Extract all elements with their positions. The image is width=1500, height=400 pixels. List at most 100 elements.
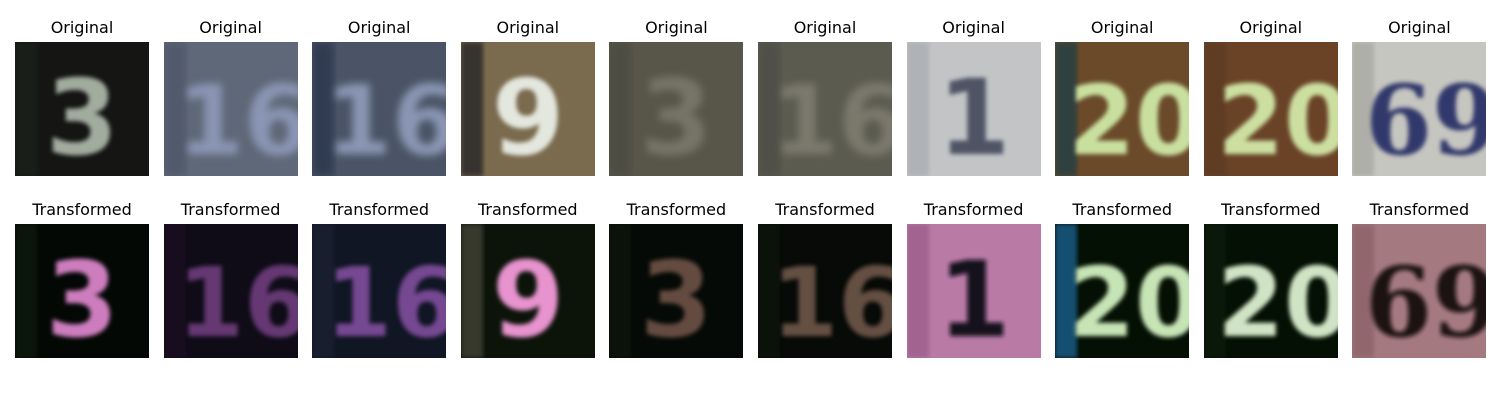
panel-title: Original bbox=[942, 18, 1005, 37]
image-shadow-band bbox=[1055, 42, 1078, 176]
digit-glyph: 9 bbox=[492, 57, 564, 176]
image-background bbox=[460, 42, 595, 176]
panel-title: Transformed bbox=[180, 200, 281, 219]
image-shadow-band bbox=[1352, 42, 1375, 176]
image-background bbox=[163, 42, 298, 176]
image-background bbox=[15, 42, 149, 176]
digit-image: 20 bbox=[1055, 42, 1190, 176]
image-background bbox=[312, 224, 447, 358]
image-shadow-band bbox=[758, 42, 780, 176]
digit-glyph: 1 bbox=[937, 57, 1009, 176]
image-background bbox=[906, 224, 1041, 358]
image-shadow-band bbox=[609, 224, 632, 358]
image-shadow-band bbox=[609, 42, 632, 176]
image-background bbox=[460, 224, 595, 358]
digit-image-svg: 16 bbox=[312, 42, 447, 176]
panel-title: Original bbox=[496, 18, 560, 37]
panel-title: Transformed bbox=[775, 200, 875, 219]
digit-image: 16 bbox=[312, 42, 447, 176]
panel-title: Transformed bbox=[478, 200, 578, 219]
digit-image-svg: 9 bbox=[460, 224, 595, 358]
digit-image-svg: 16 bbox=[758, 224, 892, 358]
panel-title: Original bbox=[1388, 18, 1451, 37]
digit-glyph: 20 bbox=[1217, 65, 1338, 176]
image-background bbox=[906, 42, 1041, 176]
digit-glyph: 16 bbox=[771, 247, 892, 358]
digit-image-svg: 20 bbox=[1055, 224, 1190, 358]
digit-glyph: 20 bbox=[1068, 247, 1189, 358]
image-background bbox=[758, 42, 892, 176]
panel-title: Original bbox=[1239, 18, 1303, 37]
digit-image: 69 bbox=[1352, 42, 1487, 176]
digit-image: 20 bbox=[1055, 224, 1190, 358]
digit-image-svg: 3 bbox=[15, 224, 149, 358]
digit-glyph: 3 bbox=[46, 239, 118, 358]
image-shadow-band bbox=[906, 42, 929, 176]
digit-glyph: 9 bbox=[492, 239, 564, 358]
panel-title: Original bbox=[50, 18, 114, 37]
digit-image: 16 bbox=[758, 42, 892, 176]
image-shadow-band bbox=[1203, 42, 1226, 176]
panel-title: Transformed bbox=[1072, 200, 1172, 219]
digit-image-svg: 69 bbox=[1352, 224, 1487, 358]
digit-image-svg: 20 bbox=[1055, 42, 1190, 176]
image-shadow-band bbox=[163, 42, 186, 176]
digit-image: 16 bbox=[163, 42, 298, 176]
image-background bbox=[609, 224, 744, 358]
digit-glyph: 69 bbox=[1366, 246, 1487, 358]
image-background bbox=[1203, 224, 1338, 358]
digit-image: 3 bbox=[15, 224, 149, 358]
image-shadow-band bbox=[1203, 224, 1226, 358]
digit-image-svg: 3 bbox=[15, 42, 149, 176]
image-background bbox=[312, 42, 447, 176]
panel-title: Original bbox=[199, 18, 262, 37]
image-shadow-band bbox=[758, 224, 780, 358]
image-background bbox=[1352, 224, 1487, 358]
image-shadow-band bbox=[312, 224, 335, 358]
digit-glyph: 16 bbox=[177, 247, 298, 358]
panel-title: Transformed bbox=[1369, 200, 1470, 219]
digit-image: 16 bbox=[163, 224, 298, 358]
digit-image-svg: 3 bbox=[609, 42, 744, 176]
digit-glyph: 20 bbox=[1068, 65, 1189, 176]
digit-image-svg: 69 bbox=[1352, 42, 1487, 176]
panel-title: Original bbox=[645, 18, 708, 37]
digit-glyph: 20 bbox=[1217, 247, 1338, 358]
image-background bbox=[1203, 42, 1338, 176]
digit-image-svg: 1 bbox=[906, 224, 1041, 358]
digit-image: 3 bbox=[609, 42, 744, 176]
digit-image-svg: 16 bbox=[163, 42, 298, 176]
image-shadow-band bbox=[906, 224, 929, 358]
digit-glyph: 3 bbox=[640, 57, 712, 176]
digit-glyph: 16 bbox=[325, 247, 446, 358]
image-shadow-band bbox=[15, 224, 37, 358]
digit-glyph: 16 bbox=[325, 65, 446, 176]
image-shadow-band bbox=[15, 42, 37, 176]
digit-image-svg: 16 bbox=[312, 224, 447, 358]
panel-title: Transformed bbox=[329, 200, 429, 219]
digit-image: 20 bbox=[1203, 42, 1338, 176]
digit-image-svg: 16 bbox=[758, 42, 892, 176]
panel-title: Original bbox=[347, 18, 411, 37]
digit-glyph: 16 bbox=[771, 65, 892, 176]
digit-image: 9 bbox=[460, 42, 595, 176]
digit-image: 3 bbox=[609, 224, 744, 358]
digit-image-svg: 16 bbox=[163, 224, 298, 358]
panel-title: Original bbox=[793, 18, 857, 37]
digit-image-svg: 20 bbox=[1203, 42, 1338, 176]
digit-image: 1 bbox=[906, 42, 1041, 176]
digit-image-svg: 20 bbox=[1203, 224, 1338, 358]
image-background bbox=[758, 224, 892, 358]
digit-glyph: 16 bbox=[177, 65, 298, 176]
digit-glyph: 1 bbox=[937, 239, 1009, 358]
digit-glyph: 3 bbox=[46, 57, 118, 176]
image-background bbox=[1055, 42, 1190, 176]
digit-image: 20 bbox=[1203, 224, 1338, 358]
image-background bbox=[163, 224, 298, 358]
image-background bbox=[609, 42, 744, 176]
image-background bbox=[1055, 224, 1190, 358]
digit-image: 1 bbox=[906, 224, 1041, 358]
image-shadow-band bbox=[460, 224, 483, 358]
digit-image-svg: 1 bbox=[906, 42, 1041, 176]
